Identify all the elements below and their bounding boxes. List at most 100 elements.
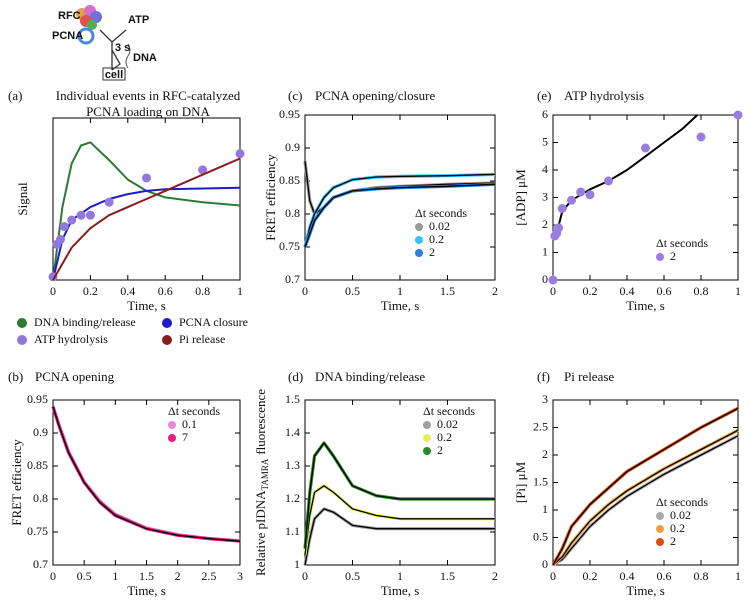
x-tick-label: 0 (550, 569, 556, 583)
series-line (552, 434, 739, 567)
data-point (585, 190, 595, 200)
data-point (641, 143, 650, 153)
x-tick-label: 0.5 (345, 569, 360, 583)
y-tick-label: 0.95 (279, 107, 300, 121)
x-tick-label: 1.5 (139, 569, 154, 583)
y-tick-label: 1 (294, 557, 300, 571)
legend-swatch (656, 538, 664, 546)
legend-label: Pi release (179, 332, 225, 346)
y-axis-label: [Pi] μM (513, 461, 528, 503)
legend-swatch (423, 447, 431, 455)
x-tick-label: 1 (112, 569, 118, 583)
panel-label: (f) (537, 369, 550, 384)
x-tick-label: 2 (492, 284, 498, 298)
data-point (235, 149, 245, 159)
y-tick-label: 0 (542, 272, 548, 286)
panel-title: DNA binding/release (315, 369, 425, 384)
y-tick-label: 0.75 (27, 524, 48, 538)
x-tick-label: 1.5 (440, 569, 455, 583)
legend-title: Δt seconds (423, 404, 475, 418)
x-tick-label: 0.2 (583, 569, 598, 583)
y-tick-label: 1.1 (285, 524, 300, 538)
legend-swatch (168, 434, 176, 442)
y-tick-label: 1 (542, 244, 548, 258)
data-point (576, 187, 586, 197)
y-tick-label: 0.7 (285, 272, 300, 286)
x-tick-label: 2 (492, 569, 498, 583)
legend-label: ATP hydrolysis (34, 332, 108, 346)
panel-title: Individual events in RFC-catalyzed (56, 88, 241, 103)
schematic: RFC ATP PCNA 3 s DNA cell (52, 5, 157, 81)
x-axis-label: Time, s (626, 298, 665, 313)
legend-label: 0.2 (670, 521, 685, 535)
y-tick-label: 1.5 (285, 392, 300, 406)
fit-line (52, 406, 241, 542)
panel-label: (b) (8, 369, 23, 384)
y-tick-label: 0.75 (279, 239, 300, 253)
x-axis-label: Time, s (381, 583, 420, 598)
panel-label: (d) (288, 369, 303, 384)
y-tick-label: 0.9 (285, 140, 300, 154)
y-tick-label: 1.5 (533, 474, 548, 488)
legend-label: 2 (429, 245, 435, 259)
x-tick-label: 0 (302, 284, 308, 298)
y-tick-label: 2.5 (533, 419, 548, 433)
x-tick-label: 0.8 (195, 284, 210, 298)
x-tick-label: 1 (397, 284, 403, 298)
fit-line (304, 485, 495, 556)
plot-frame (552, 399, 739, 566)
legend-swatch (423, 434, 431, 442)
y-tick-label: 2 (542, 447, 548, 461)
x-axis-label: Time, s (127, 583, 166, 598)
y-tick-label: 0.9 (33, 425, 48, 439)
x-tick-label: 0.2 (583, 284, 598, 298)
x-tick-label: 0.8 (694, 284, 709, 298)
schematic-label: cell (105, 69, 123, 81)
schematic-label: ATP (128, 14, 149, 26)
y-tick-label: 0.85 (279, 173, 300, 187)
legend-label: PCNA closure (179, 315, 248, 329)
data-point (59, 222, 69, 232)
data-point (55, 235, 65, 244)
series-line (303, 441, 495, 549)
x-tick-label: 1 (397, 569, 403, 583)
plot-frame (304, 399, 496, 566)
y-axis-label-part: TAMRA (260, 458, 270, 490)
data-point (567, 195, 576, 205)
y-tick-label: 2 (542, 217, 548, 231)
y-axis-label: FRET efficiency (9, 439, 24, 526)
legend-title: Δt seconds (168, 404, 220, 418)
panel-title: PCNA opening (35, 369, 115, 384)
x-tick-label: 0.6 (657, 569, 672, 583)
y-tick-label: 0.85 (27, 458, 48, 472)
series-line (51, 406, 241, 543)
series-line (555, 114, 698, 234)
panel-title: PCNA opening/closure (315, 88, 435, 103)
fit-line (552, 435, 739, 566)
x-tick-label: 0.4 (620, 569, 635, 583)
legend-swatch (168, 421, 176, 429)
dna-strand (125, 43, 131, 69)
panel-title: Pi release (564, 369, 614, 384)
data-point (733, 110, 743, 120)
x-tick-label: 2.5 (201, 569, 216, 583)
plot-frame (552, 114, 739, 281)
panel-label: (c) (288, 88, 302, 103)
y-axis-label-part: Relative pIDNA (253, 490, 268, 576)
fit-line (304, 173, 496, 248)
data-point (85, 210, 95, 220)
x-tick-label: 0.4 (120, 284, 135, 298)
x-tick-label: 1 (735, 284, 741, 298)
fit-line (552, 407, 739, 566)
fit-line (304, 442, 495, 549)
legend-label: 2 (670, 534, 676, 548)
cell-box (102, 67, 126, 81)
panel-label: (a) (8, 88, 22, 103)
x-axis-label: Time, s (626, 583, 665, 598)
legend-swatch (423, 421, 431, 429)
data-point (67, 215, 77, 225)
y-axis-label-part: fluorescence (253, 389, 268, 455)
legend-swatch (415, 223, 423, 231)
series-line (52, 141, 241, 281)
legend-title: Δt seconds (656, 236, 708, 250)
